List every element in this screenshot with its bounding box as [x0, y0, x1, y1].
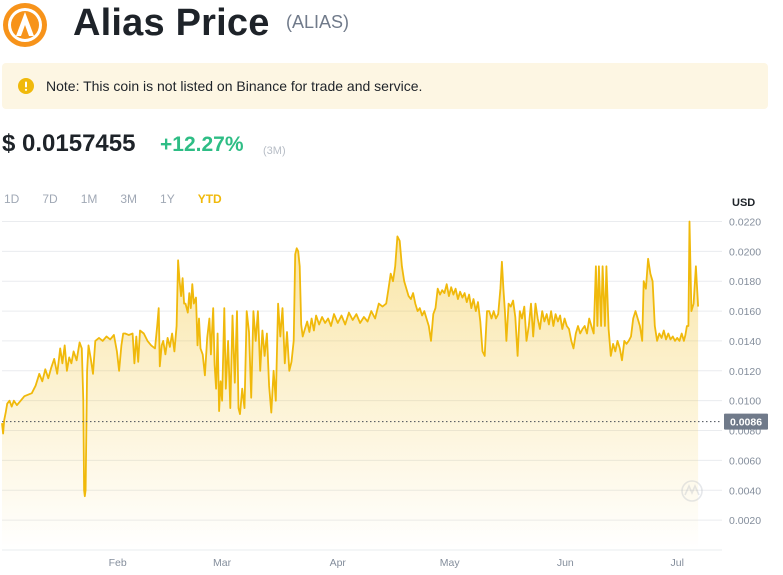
x-tick-label: Jul: [671, 557, 684, 569]
current-price: $ 0.0157455: [2, 130, 136, 157]
range-ytd[interactable]: YTD: [197, 192, 222, 206]
price-area: [2, 221, 699, 550]
y-tick-label: 0.0200: [729, 246, 761, 258]
y-tick-label: 0.0140: [729, 336, 761, 348]
coin-ticker: (ALIAS): [286, 12, 350, 32]
x-tick-label: Apr: [330, 557, 347, 569]
x-tick-label: May: [440, 557, 461, 569]
price-line: [1, 220, 699, 498]
range-7d[interactable]: 7D: [42, 192, 58, 206]
range-1m[interactable]: 1M: [80, 192, 98, 206]
y-tick-label: 0.0020: [729, 515, 761, 527]
page-title: Alias Price: [73, 2, 270, 44]
x-tick-label: Feb: [109, 557, 127, 569]
coin-watermark-icon: [681, 480, 703, 502]
y-tick-label: 0.0040: [729, 485, 761, 497]
y-unit-label: USD: [732, 197, 755, 209]
y-tick-label: 0.0160: [729, 306, 761, 318]
y-tick-label: 0.0180: [729, 276, 761, 288]
warning-icon: [18, 78, 34, 94]
listing-note: Note: This coin is not listed on Binance…: [2, 63, 768, 109]
y-tick-label: 0.0100: [729, 396, 761, 408]
price-change: +12.27%: [160, 133, 244, 156]
range-1y[interactable]: 1Y: [160, 192, 175, 206]
marker-label: 0.0086: [730, 417, 762, 429]
alias-logo-icon: [3, 3, 47, 47]
y-tick-label: 0.0060: [729, 455, 761, 467]
range-3m[interactable]: 3M: [120, 192, 138, 206]
range-1d[interactable]: 1D: [4, 192, 20, 206]
x-tick-label: Mar: [213, 557, 232, 569]
note-text: Note: This coin is not listed on Binance…: [46, 78, 423, 94]
x-tick-label: Jun: [557, 557, 574, 569]
y-tick-label: 0.0220: [729, 216, 761, 228]
time-range-tabs: 1D 7D 1M 3M 1Y YTD: [2, 192, 243, 206]
y-tick-label: 0.0120: [729, 366, 761, 378]
change-period: (3M): [263, 145, 286, 157]
marker-label-bg: [724, 413, 768, 430]
